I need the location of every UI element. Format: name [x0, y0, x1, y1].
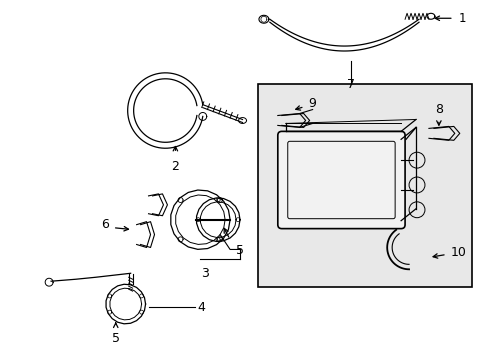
Text: 10: 10	[450, 246, 466, 259]
Text: 3: 3	[201, 267, 209, 280]
Text: 6: 6	[101, 218, 108, 231]
Bar	[257, 84, 471, 287]
Text: 1: 1	[458, 12, 466, 25]
Text: 7: 7	[346, 78, 355, 91]
Text: 4: 4	[197, 301, 205, 314]
Text: 5: 5	[236, 244, 244, 257]
Text: 5: 5	[111, 332, 120, 345]
FancyBboxPatch shape	[277, 131, 404, 229]
Text: 9: 9	[308, 97, 316, 110]
Text: 2: 2	[171, 160, 179, 173]
Text: 8: 8	[434, 103, 442, 116]
